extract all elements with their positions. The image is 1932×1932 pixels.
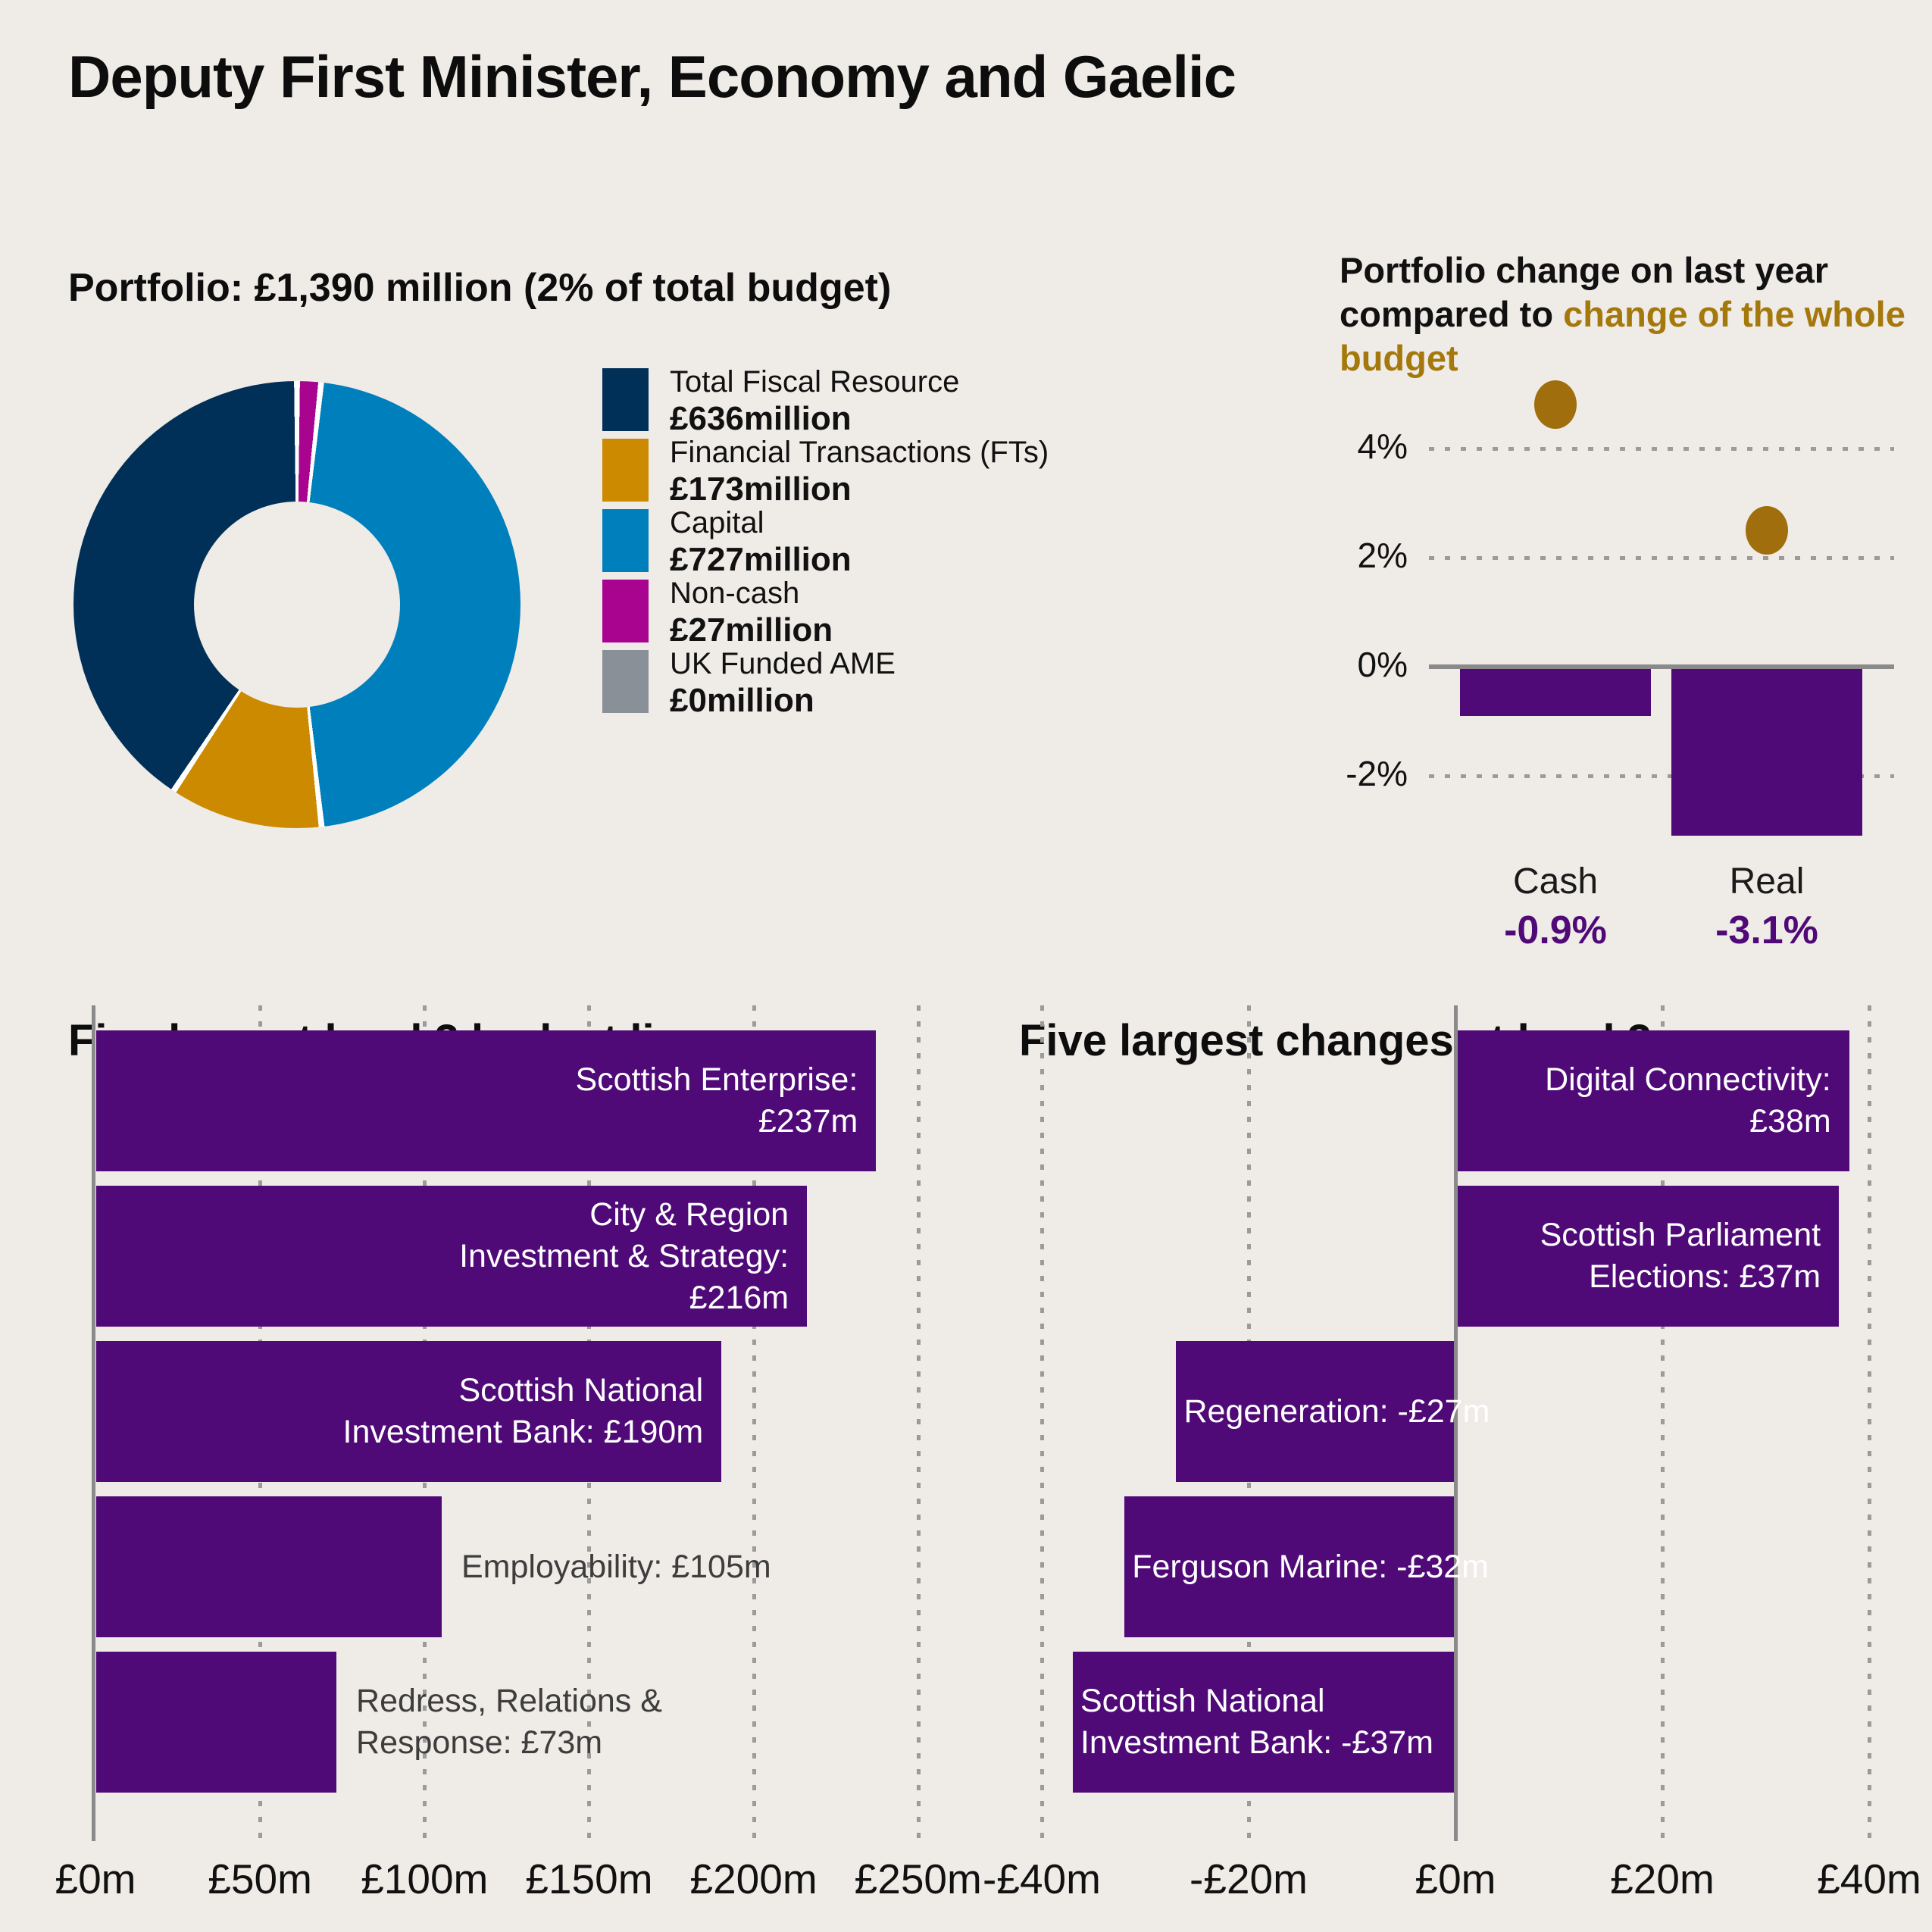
page-title: Deputy First Minister, Economy and Gaeli… xyxy=(68,43,1236,110)
change-chart-title: Portfolio change on last year compared t… xyxy=(1340,249,1923,380)
bar-real xyxy=(1671,667,1862,836)
legend-swatch-2 xyxy=(602,439,649,502)
legend-swatch-5 xyxy=(602,650,649,713)
x-tick-label--£40m: -£40m xyxy=(983,1855,1101,1902)
bar-5 xyxy=(96,1652,337,1793)
change-title-part-2: change of the whole budget xyxy=(1340,294,1905,378)
gridline-4% xyxy=(1429,447,1894,451)
legend-value-2: £173million xyxy=(670,470,852,508)
gridline--£40m xyxy=(1040,1005,1044,1841)
bar-cash xyxy=(1460,667,1651,716)
x-tick-label-£100m: £100m xyxy=(361,1855,489,1902)
legend-label-4: Non-cash xyxy=(670,577,800,610)
bar-label-line: £38m xyxy=(1749,1103,1831,1140)
legend-label-3: Capital xyxy=(670,506,764,539)
bar-label-line: Response: £73m xyxy=(356,1724,603,1761)
whole-budget-dot-cash xyxy=(1534,380,1577,430)
value-label-cash: -0.9% xyxy=(1504,908,1607,952)
x-tick-label--£20m: -£20m xyxy=(1190,1855,1308,1902)
whole-budget-dot-real xyxy=(1746,506,1788,555)
legend-value-3: £727million xyxy=(670,541,852,578)
gridline-£20m xyxy=(1661,1005,1665,1841)
zero-axis-line xyxy=(92,1005,95,1841)
gridline-£250m xyxy=(916,1005,921,1841)
bar-label-line: Scottish Enterprise: xyxy=(575,1061,858,1098)
bar-label-line: Regeneration: -£27m xyxy=(1183,1393,1490,1430)
bar-label-2: City & Region Investment & Strategy: £216m xyxy=(459,1186,789,1327)
bar-label-line: £237m xyxy=(758,1103,858,1140)
x-tick-label-£200m: £200m xyxy=(689,1855,818,1902)
bar-label-line: Ferguson Marine: -£32m xyxy=(1132,1548,1490,1585)
y-tick-label-0%: 0% xyxy=(1357,645,1408,684)
bar-label-line: Digital Connectivity: xyxy=(1545,1061,1831,1098)
x-tick-label-£40m: £40m xyxy=(1817,1855,1921,1902)
bar-4 xyxy=(96,1496,442,1637)
category-label-cash: Cash xyxy=(1512,861,1599,902)
bar-label-4: Ferguson Marine: -£32m xyxy=(1132,1496,1489,1637)
y-tick-label-2%: 2% xyxy=(1357,536,1408,575)
change-title-part-1: Portfolio change on last year compared t… xyxy=(1340,250,1829,334)
x-tick-label-£0m: £0m xyxy=(1415,1855,1496,1902)
x-tick-label-£250m: £250m xyxy=(854,1855,982,1902)
bar-3 xyxy=(1176,1341,1455,1482)
gridline-£200m xyxy=(752,1005,756,1841)
legend-label-5: UK Funded AME xyxy=(670,647,896,680)
portfolio-donut-chart xyxy=(73,381,521,828)
bar-label-line: Investment Bank: -£37m xyxy=(1080,1724,1433,1761)
y-tick-label-4%: 4% xyxy=(1357,427,1408,466)
bar-label-line: Elections: £37m xyxy=(1589,1258,1821,1295)
bar-3 xyxy=(96,1341,722,1482)
legend-label-2: Financial Transactions (FTs) xyxy=(670,436,1049,469)
legend-swatch-1 xyxy=(602,368,649,431)
bar-label-5: Redress, Relations & Response: £73m xyxy=(356,1652,662,1793)
bar-4 xyxy=(1124,1496,1455,1637)
value-label-real: -3.1% xyxy=(1715,908,1818,952)
bar-label-line: Scottish Parliament xyxy=(1540,1217,1821,1253)
bar-label-3: Scottish National Investment Bank: £190m xyxy=(343,1341,704,1482)
bar-label-1: Digital Connectivity: £38m xyxy=(1545,1030,1831,1171)
bar-1 xyxy=(1456,1030,1849,1171)
gridline-£40m xyxy=(1868,1005,1871,1841)
bar-label-line: Investment Bank: £190m xyxy=(342,1414,704,1450)
legend-swatch-4 xyxy=(602,580,649,642)
y-tick-label--2%: -2% xyxy=(1346,754,1408,793)
bar-5 xyxy=(1072,1652,1455,1793)
legend-value-1: £636million xyxy=(670,400,852,437)
bar-label-3: Regeneration: -£27m xyxy=(1183,1341,1490,1482)
bar-2 xyxy=(1456,1186,1840,1327)
bar-label-line: £216m xyxy=(689,1279,789,1316)
legend-label-1: Total Fiscal Resource xyxy=(670,365,960,399)
bar-label-line: Employability: £105m xyxy=(461,1548,771,1585)
legend-swatch-3 xyxy=(602,509,649,572)
bar-label-2: Scottish Parliament Elections: £37m xyxy=(1540,1186,1821,1327)
bar-label-5: Scottish National Investment Bank: -£37m xyxy=(1080,1652,1433,1793)
x-tick-label-£0m: £0m xyxy=(55,1855,136,1902)
zero-axis-line xyxy=(1429,664,1894,669)
zero-axis-line xyxy=(1454,1005,1458,1841)
x-tick-label-£150m: £150m xyxy=(525,1855,653,1902)
gridline-2% xyxy=(1429,556,1894,560)
bar-label-line: Scottish National xyxy=(1080,1683,1325,1719)
bar-label-line: Investment & Strategy: xyxy=(459,1237,789,1274)
bar-label-line: Scottish National xyxy=(458,1372,704,1408)
category-label-real: Real xyxy=(1729,861,1805,902)
portfolio-subtitle: Portfolio: £1,390 million (2% of total b… xyxy=(68,266,892,310)
bar-label-1: Scottish Enterprise: £237m xyxy=(575,1030,858,1171)
x-tick-label-£50m: £50m xyxy=(208,1855,312,1902)
gridline--2% xyxy=(1429,774,1894,778)
bar-1 xyxy=(96,1030,877,1171)
bar-label-4: Employability: £105m xyxy=(461,1496,771,1637)
bar-2 xyxy=(96,1186,808,1327)
bar-label-line: City & Region xyxy=(589,1196,789,1233)
legend-value-4: £27million xyxy=(670,611,833,649)
legend-value-5: £0million xyxy=(670,682,814,719)
bar-label-line: Redress, Relations & xyxy=(356,1683,662,1719)
x-tick-label-£20m: £20m xyxy=(1610,1855,1715,1902)
